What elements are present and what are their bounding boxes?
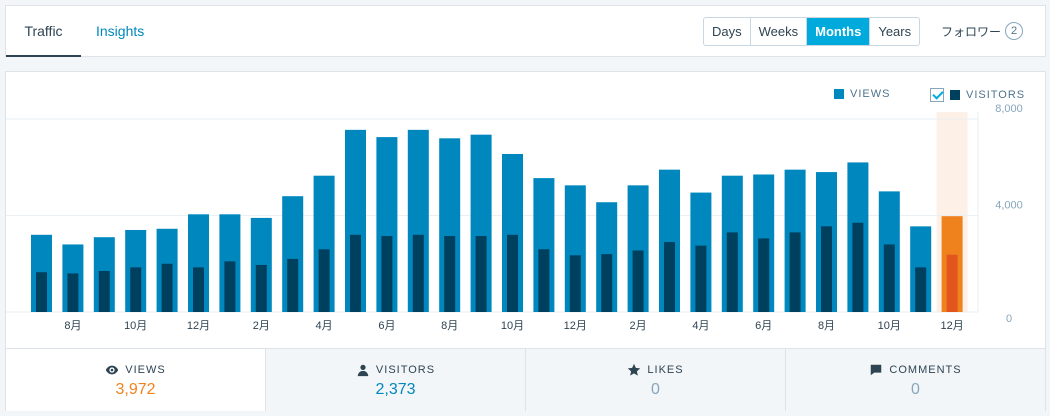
y-tick-label: 0 — [1006, 313, 1012, 325]
legend-visitors-label: VISITORS — [966, 89, 1026, 101]
stats-tab-bar: Traffic Insights Days Weeks Months Years… — [5, 5, 1046, 57]
visitors-bar — [161, 263, 173, 312]
y-tick-label: 8,000 — [995, 103, 1023, 115]
legend-visitors-swatch — [950, 90, 960, 100]
visitors-bar — [255, 264, 267, 312]
x-tick-label: 8月 — [818, 320, 835, 332]
x-tick-label: 2月 — [630, 320, 647, 332]
visitors-bar — [915, 267, 927, 312]
stat-tab-views[interactable]: VIEWS 3,972 — [6, 349, 265, 411]
visitors-bar — [632, 250, 644, 312]
visitors-bar — [821, 226, 832, 312]
visitors-bar — [193, 267, 204, 312]
visitors-bar — [946, 254, 958, 312]
followers-count-badge: 2 — [1005, 22, 1024, 40]
followers-label: フォロワー — [941, 24, 1002, 39]
visitors-bar — [507, 234, 518, 312]
x-tick-label: 12月 — [940, 320, 963, 332]
stat-likes-label: LIKES — [647, 364, 684, 376]
followers-link[interactable]: フォロワー 2 — [941, 22, 1024, 40]
legend-visitors[interactable]: VISITORS — [930, 88, 1025, 102]
visitors-bar — [726, 232, 738, 312]
visitors-bar — [67, 273, 79, 312]
x-tick-label: 10月 — [878, 320, 901, 332]
y-tick-label: 4,000 — [995, 200, 1023, 212]
x-tick-label: 12月 — [564, 320, 587, 332]
stat-comments-value: 0 — [911, 381, 920, 398]
period-weeks-button[interactable]: Weeks — [751, 18, 808, 45]
visitors-bar — [130, 267, 142, 312]
stat-views-value: 3,972 — [115, 381, 156, 398]
stat-tab-likes[interactable]: LIKES 0 — [525, 349, 785, 411]
visitors-bar — [444, 236, 456, 312]
legend-views-label: VIEWS — [850, 88, 891, 100]
period-days-button[interactable]: Days — [704, 18, 751, 45]
x-tick-label: 2月 — [253, 320, 270, 332]
stat-likes-value: 0 — [651, 381, 660, 398]
stat-comments-label: COMMENTS — [889, 364, 962, 376]
visitors-bar — [569, 255, 581, 312]
stat-tab-visitors[interactable]: VISITORS 2,373 — [265, 349, 525, 411]
visitors-bar — [381, 236, 393, 312]
x-tick-label: 10月 — [501, 320, 524, 332]
x-tick-label: 4月 — [692, 320, 709, 332]
chart-card: VIEWS VISITORS 8月 10月 12月 2月 4月 6月 8月 10月 12月 2月 4… — [5, 71, 1046, 411]
visitors-bar — [224, 261, 236, 312]
x-tick-label: 8月 — [64, 320, 81, 332]
stat-views-label: VIEWS — [125, 364, 166, 376]
period-years-button[interactable]: Years — [878, 24, 912, 39]
visitors-bar — [601, 254, 613, 312]
visitors-bar — [695, 245, 707, 312]
legend-views: VIEWS — [834, 88, 890, 100]
x-tick-label: 6月 — [378, 320, 395, 332]
comment-icon — [871, 364, 882, 376]
visitors-bar — [350, 234, 361, 312]
visitors-bar — [538, 249, 550, 312]
visitors-bar — [883, 244, 895, 312]
stat-tab-comments[interactable]: COMMENTS 0 — [785, 349, 1045, 411]
x-tick-label: 10月 — [124, 320, 147, 332]
stat-visitors-label: VISITORS — [375, 364, 436, 376]
stats-summary-tabs: VIEWS 3,972 VISITORS 2,373 LIKES 0 — [6, 348, 1045, 411]
visitors-bar — [412, 234, 424, 312]
eye-icon — [106, 365, 119, 375]
x-tick-label: 4月 — [316, 320, 333, 332]
star-icon — [628, 363, 641, 376]
views-visitors-bar-chart: 8月 10月 12月 2月 4月 6月 8月 10月 12月 2月 4月 6月 8月 10月 12月 8,00… — [6, 103, 1023, 332]
visitors-bar — [318, 249, 330, 312]
visitors-bar — [852, 222, 864, 312]
tab-traffic[interactable]: Traffic — [6, 6, 81, 57]
legend-views-swatch — [834, 89, 844, 99]
x-tick-label: 12月 — [187, 320, 210, 332]
person-icon — [357, 364, 369, 377]
period-selector: Days Weeks Months Years — [703, 17, 921, 46]
visitors-bar — [758, 238, 770, 312]
visitors-bar — [287, 258, 299, 312]
tab-insights[interactable]: Insights — [96, 23, 145, 39]
period-months-button[interactable]: Months — [807, 18, 871, 45]
x-tick-label: 6月 — [755, 320, 772, 332]
x-tick-label: 8月 — [441, 320, 458, 332]
visitors-bar — [475, 236, 487, 312]
visitors-toggle-checkbox[interactable] — [930, 88, 944, 102]
visitors-bar — [664, 242, 675, 312]
visitors-bar — [789, 232, 801, 312]
visitors-bar — [36, 272, 47, 312]
visitors-bar — [98, 270, 110, 312]
stat-visitors-value: 2,373 — [375, 381, 416, 398]
